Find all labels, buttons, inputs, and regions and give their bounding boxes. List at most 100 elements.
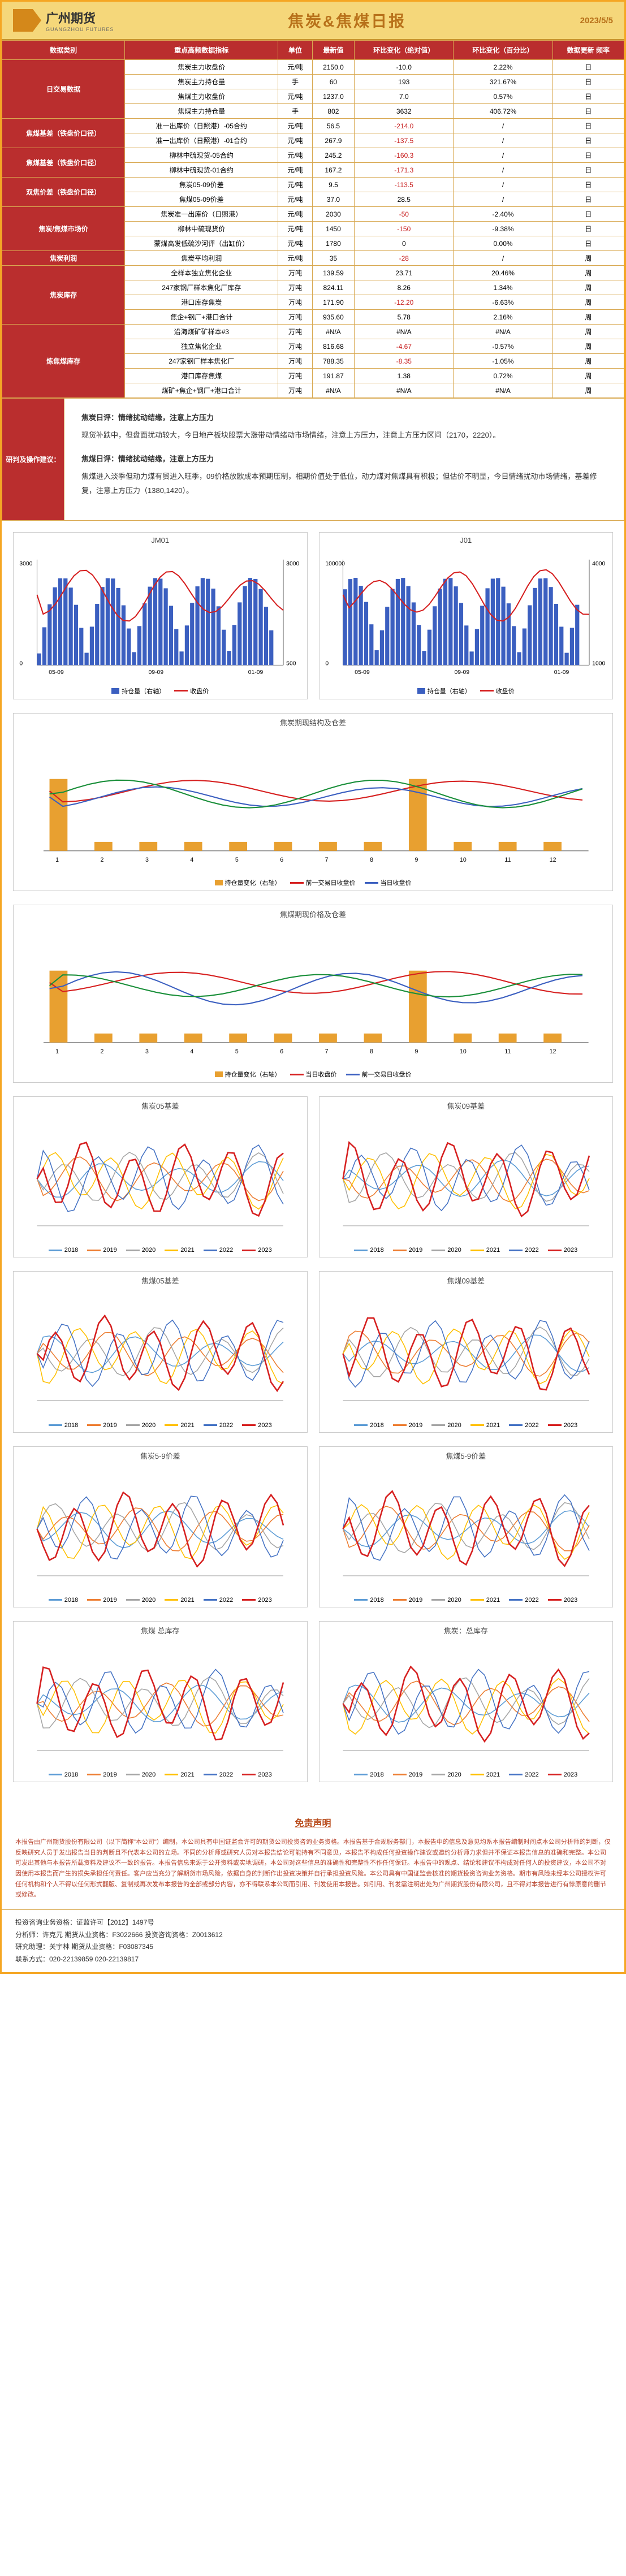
svg-text:0: 0 bbox=[19, 661, 23, 667]
data-cell: 日 bbox=[552, 60, 624, 75]
data-cell: 万吨 bbox=[278, 339, 312, 354]
svg-text:1: 1 bbox=[55, 1048, 59, 1055]
svg-text:3: 3 bbox=[145, 857, 149, 863]
chart-box: 焦煤09基差 201820192020202120222023 bbox=[319, 1271, 614, 1432]
data-cell: 日 bbox=[552, 222, 624, 236]
data-cell: / bbox=[454, 148, 552, 163]
data-cell: / bbox=[454, 192, 552, 207]
data-cell: 周 bbox=[552, 354, 624, 369]
data-cell: 周 bbox=[552, 280, 624, 295]
chart-title: 焦煤09基差 bbox=[320, 1272, 613, 1289]
category-cell: 日交易数据 bbox=[2, 60, 125, 119]
data-cell: -50 bbox=[355, 207, 454, 222]
svg-text:9: 9 bbox=[415, 857, 418, 863]
data-cell: 2.16% bbox=[454, 310, 552, 325]
chart-legend: 201820192020202120222023 bbox=[320, 1419, 613, 1432]
chart-title: J01 bbox=[320, 533, 613, 548]
category-cell: 焦煤基差（铁盘价口径） bbox=[2, 119, 125, 148]
data-cell: -6.63% bbox=[454, 295, 552, 310]
data-cell: 焦企+钢厂+港口合计 bbox=[125, 310, 278, 325]
data-cell: 万吨 bbox=[278, 325, 312, 339]
data-cell: 5.78 bbox=[355, 310, 454, 325]
data-cell: 802 bbox=[312, 104, 354, 119]
data-cell: 周 bbox=[552, 369, 624, 383]
data-cell: 蒙煤高发低硫沙河评（出缸价） bbox=[125, 236, 278, 251]
data-cell: / bbox=[454, 133, 552, 148]
data-cell: 193 bbox=[355, 75, 454, 89]
data-cell: -113.5 bbox=[355, 178, 454, 192]
data-cell: 万吨 bbox=[278, 369, 312, 383]
svg-text:1: 1 bbox=[55, 857, 59, 863]
data-cell: 元/吨 bbox=[278, 60, 312, 75]
header: 广州期货 GUANGZHOU FUTURES 焦炭&焦煤日报 2023/5/5 bbox=[2, 2, 624, 40]
chart-box: 焦煤05基差 201820192020202120222023 bbox=[13, 1271, 308, 1432]
table-row: 焦炭/焦煤市场价焦炭准一出库价（日照港）元/吨2030-50-2.40%日 bbox=[2, 207, 624, 222]
footer-line3: 研究助理：关宇林 期货从业资格：F03087345 bbox=[15, 1941, 611, 1953]
data-cell: #N/A bbox=[454, 383, 552, 398]
table-header: 数据类别 bbox=[2, 41, 125, 60]
data-cell: -2.40% bbox=[454, 207, 552, 222]
data-cell: 0.57% bbox=[454, 89, 552, 104]
chart-legend: 201820192020202120222023 bbox=[14, 1419, 307, 1432]
chart-legend: 持仓量（右轴） 收盘价 bbox=[14, 683, 307, 699]
chart-legend: 持仓量变化（右轴） 前一交易日收盘价 当日收盘价 bbox=[14, 875, 612, 891]
data-cell: #N/A bbox=[454, 325, 552, 339]
data-cell: 万吨 bbox=[278, 354, 312, 369]
data-cell: 周 bbox=[552, 295, 624, 310]
disclaimer-title: 免责声明 bbox=[15, 1816, 611, 1831]
chart-legend: 201820192020202120222023 bbox=[14, 1243, 307, 1257]
data-cell: 全样本独立焦化企业 bbox=[125, 266, 278, 280]
logo: 广州期货 GUANGZHOU FUTURES bbox=[13, 8, 114, 32]
data-cell: -137.5 bbox=[355, 133, 454, 148]
chart-box: 焦炭5-9价差 201820192020202120222023 bbox=[13, 1446, 308, 1607]
svg-text:1000: 1000 bbox=[592, 661, 605, 667]
data-cell: 周 bbox=[552, 325, 624, 339]
svg-text:8: 8 bbox=[370, 857, 373, 863]
svg-text:9: 9 bbox=[415, 1048, 418, 1055]
data-cell: 港口库存焦煤 bbox=[125, 369, 278, 383]
analysis-block: 焦炭日评：情绪扰动结缘，注意上方压力现货补跌中，但盘面扰动较大，今日地产板块股票… bbox=[81, 411, 607, 442]
chart-box: JM01 0 3000 500 3000 05-09 09-09 01-09 持… bbox=[13, 532, 308, 699]
data-cell: 167.2 bbox=[312, 163, 354, 178]
disclaimer: 免责声明 本报告由广州期货股份有限公司（以下简称"本公司"）编制，本公司具有中国… bbox=[2, 1807, 624, 1909]
data-cell: 焦煤05-09价差 bbox=[125, 192, 278, 207]
svg-text:2: 2 bbox=[101, 857, 104, 863]
svg-text:12: 12 bbox=[550, 857, 556, 863]
report-date: 2023/5/5 bbox=[580, 16, 613, 25]
data-cell: 935.60 bbox=[312, 310, 354, 325]
logo-en: GUANGZHOU FUTURES bbox=[46, 27, 114, 32]
data-cell: 元/吨 bbox=[278, 119, 312, 133]
svg-text:01-09: 01-09 bbox=[248, 669, 264, 676]
table-header: 数据更新 频率 bbox=[552, 41, 624, 60]
data-cell: 23.71 bbox=[355, 266, 454, 280]
svg-text:6: 6 bbox=[280, 1048, 283, 1055]
data-cell: 焦煤主力收盘价 bbox=[125, 89, 278, 104]
chart-legend: 持仓量变化（右轴） 当日收盘价 前一交易日收盘价 bbox=[14, 1066, 612, 1082]
chart-title: 焦煤期现价格及仓差 bbox=[14, 905, 612, 923]
data-cell: 日 bbox=[552, 104, 624, 119]
data-cell: / bbox=[454, 163, 552, 178]
chart-title: 焦煤5-9价差 bbox=[320, 1447, 613, 1464]
data-cell: 万吨 bbox=[278, 295, 312, 310]
data-cell: 0.00% bbox=[454, 236, 552, 251]
data-cell: 321.67% bbox=[454, 75, 552, 89]
chart-box: 焦炭05基差 201820192020202120222023 bbox=[13, 1096, 308, 1257]
svg-text:4000: 4000 bbox=[592, 561, 605, 568]
data-cell: / bbox=[454, 119, 552, 133]
data-cell: 0.72% bbox=[454, 369, 552, 383]
data-cell: / bbox=[454, 178, 552, 192]
data-cell: 824.11 bbox=[312, 280, 354, 295]
data-cell: -8.35 bbox=[355, 354, 454, 369]
chart-title: 焦炭05基差 bbox=[14, 1097, 307, 1114]
logo-icon bbox=[13, 9, 41, 32]
data-cell: 周 bbox=[552, 383, 624, 398]
data-cell: 焦炭主力收盘价 bbox=[125, 60, 278, 75]
svg-text:5: 5 bbox=[235, 1048, 239, 1055]
data-table: 数据类别重点高频数据指标单位最新值环比变化（绝对值）环比变化（百分比）数据更新 … bbox=[2, 40, 624, 398]
data-cell: 周 bbox=[552, 266, 624, 280]
data-cell: 247家钢厂样本焦化厂库存 bbox=[125, 280, 278, 295]
footer-line1: 投资咨询业务资格：证监许可【2012】1497号 bbox=[15, 1917, 611, 1929]
data-cell: 171.90 bbox=[312, 295, 354, 310]
chart-title: 焦炭09基差 bbox=[320, 1097, 613, 1114]
svg-text:7: 7 bbox=[325, 857, 329, 863]
